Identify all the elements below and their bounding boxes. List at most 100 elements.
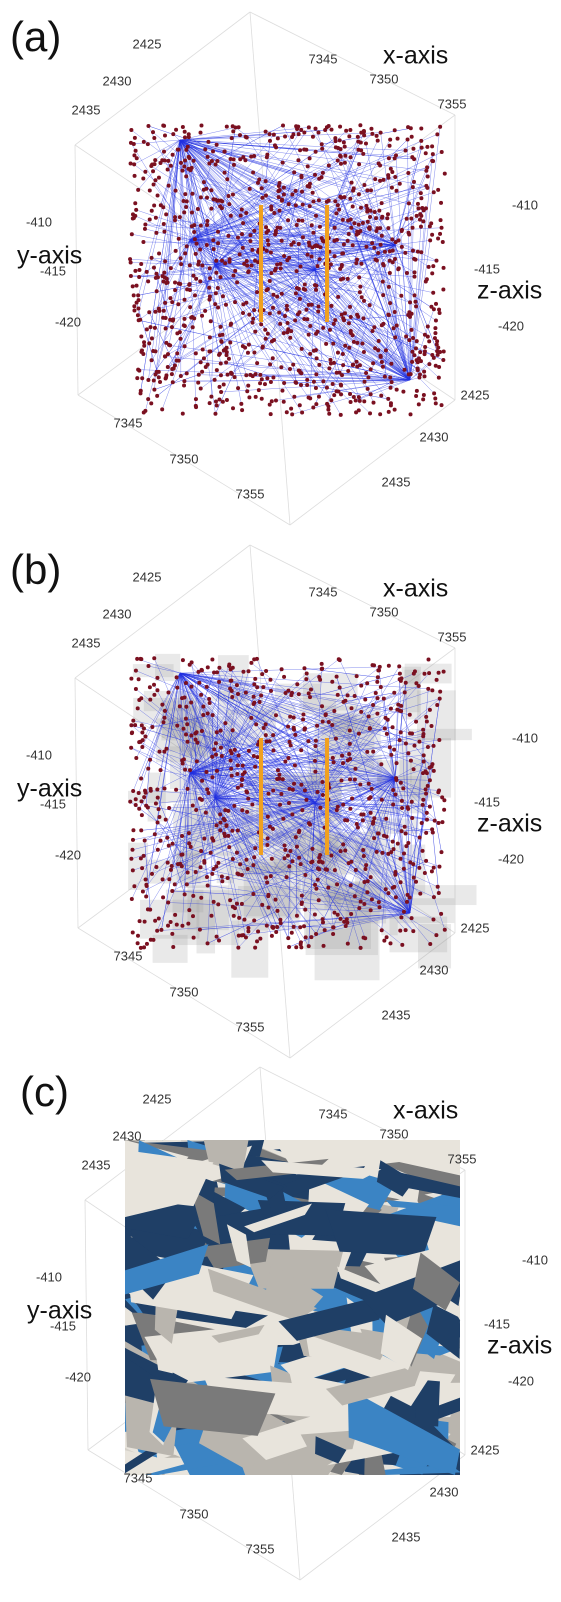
node (279, 198, 284, 203)
node (410, 185, 415, 190)
node (409, 327, 414, 332)
node (305, 317, 310, 322)
node (268, 379, 273, 384)
edge (262, 249, 344, 279)
node (320, 704, 325, 709)
node (180, 658, 185, 663)
node (421, 759, 426, 764)
node (270, 356, 275, 361)
node (168, 163, 173, 168)
node (414, 339, 419, 344)
node (241, 933, 246, 938)
node (202, 836, 207, 841)
node (353, 398, 358, 403)
node (129, 723, 134, 728)
node (154, 230, 159, 235)
node (436, 891, 441, 896)
node (286, 688, 291, 693)
node (347, 751, 352, 756)
node (348, 777, 353, 782)
edge (394, 147, 422, 246)
node (349, 225, 354, 230)
x-axis-title: x-axis (383, 575, 448, 603)
node (162, 708, 167, 713)
node (314, 331, 319, 336)
node (330, 755, 335, 760)
node (183, 158, 188, 163)
node (315, 866, 320, 871)
node (364, 203, 369, 208)
node (238, 213, 243, 218)
edge (136, 209, 316, 271)
node (259, 322, 264, 327)
tick-label: 2435 (392, 1529, 421, 1544)
tick-label: 7355 (236, 1019, 265, 1034)
node (323, 128, 328, 133)
node (354, 261, 359, 266)
node (324, 341, 329, 346)
node (228, 686, 233, 691)
node (439, 225, 444, 230)
node (387, 143, 392, 148)
node (437, 365, 442, 370)
node (391, 788, 396, 793)
edge (214, 264, 418, 369)
panel: (b) x-axisy-axisz-axis2425243024357345735… (10, 544, 542, 1059)
node (415, 366, 420, 371)
node (235, 763, 240, 768)
node (331, 360, 336, 365)
node (206, 791, 211, 796)
node (356, 408, 361, 413)
tick-label: -420 (55, 847, 81, 862)
node (210, 657, 215, 662)
node (162, 149, 167, 154)
node (194, 276, 199, 281)
node (180, 761, 185, 766)
node (252, 682, 257, 687)
edge (174, 825, 227, 885)
fracture (385, 1199, 452, 1211)
node (384, 731, 389, 736)
node (251, 694, 256, 699)
edge (262, 347, 411, 381)
edge (140, 139, 181, 391)
edge (151, 802, 316, 875)
edge (214, 797, 402, 802)
node (436, 345, 441, 350)
node (442, 807, 447, 812)
node (434, 301, 439, 306)
edge (332, 777, 396, 928)
node (365, 879, 370, 884)
node (135, 656, 140, 661)
node (239, 783, 244, 788)
node (245, 350, 250, 355)
node (196, 262, 201, 267)
node (378, 684, 383, 689)
node (314, 287, 319, 292)
node (215, 229, 220, 234)
node (264, 225, 269, 230)
node (198, 223, 203, 228)
node (142, 343, 147, 348)
node (311, 199, 316, 204)
node (298, 925, 303, 930)
node (153, 349, 158, 354)
node (310, 190, 315, 195)
node (417, 865, 422, 870)
node (251, 170, 256, 175)
edge (214, 129, 302, 266)
node (175, 351, 180, 356)
node (207, 161, 212, 166)
node (275, 908, 280, 913)
node (137, 274, 142, 279)
node (145, 142, 150, 147)
node (163, 316, 168, 321)
node (214, 768, 219, 773)
node (340, 753, 345, 758)
node (429, 304, 434, 309)
node (230, 828, 235, 833)
node (435, 352, 440, 357)
node (374, 216, 379, 221)
node (168, 343, 173, 348)
node (196, 372, 201, 377)
